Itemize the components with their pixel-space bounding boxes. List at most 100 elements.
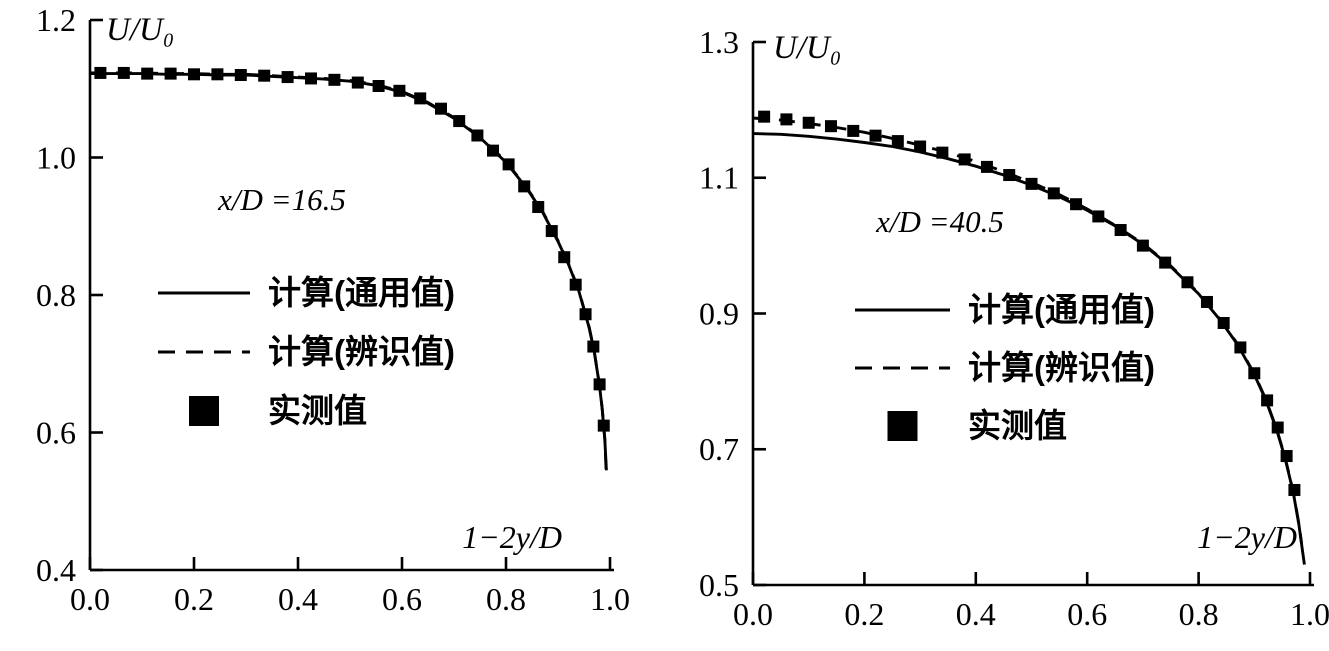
y-tick-label: 1.2 [36, 2, 76, 38]
measured-point-marker [569, 278, 582, 291]
x-tick-label: 0.0 [70, 581, 110, 617]
measured-point-marker [597, 419, 610, 432]
measured-point-marker [117, 66, 130, 79]
measured-point-marker [980, 160, 993, 173]
measured-point-marker [1114, 224, 1127, 237]
measured-point-marker [1070, 198, 1083, 211]
measured-point-marker [1248, 367, 1261, 380]
x-tick-label: 1.0 [1290, 596, 1329, 632]
measured-point-marker [869, 129, 882, 142]
measured-point-marker [824, 120, 837, 133]
y-tick-label: 0.7 [699, 431, 739, 467]
measured-point-marker [587, 340, 600, 353]
legend: 计算(通用值) 计算(辨识值) 实测值 [158, 274, 455, 429]
x-over-d-annotation: x/D =16.5 [217, 182, 346, 217]
measured-point-marker [258, 69, 271, 82]
measured-point-marker [1136, 239, 1149, 252]
measured-point-marker [1288, 483, 1301, 496]
chart-right-svg: 0.5 0.7 0.9 1.1 1.3 0.0 0.2 0.4 0.6 0.8 1.0 U/U₀ 1−2… [699, 24, 1329, 632]
x-tick-label: 0.6 [382, 581, 422, 617]
measured-point-marker [579, 308, 592, 321]
legend-square-marker-sample [189, 396, 219, 426]
y-tick-label: 0.6 [36, 414, 76, 450]
measured-point-marker [1025, 177, 1038, 190]
tick-labels: 0.4 0.6 0.8 1.0 1.2 0.0 0.2 0.4 0.6 0.8 1.0 [36, 2, 630, 617]
measured-point-marker [211, 68, 224, 81]
y-tick-label: 1.1 [699, 160, 739, 196]
x-tick-label: 0.8 [1179, 596, 1219, 632]
legend: 计算(通用值) 计算(辨识值) 实测值 [855, 291, 1155, 444]
measured-point-marker [780, 113, 793, 126]
x-axis-label: 1−2y/D [462, 519, 562, 555]
legend-label: 实测值 [968, 407, 1067, 444]
measured-point-marker [891, 135, 904, 148]
y-tick-label: 1.3 [699, 24, 739, 60]
x-tick-label: 0.0 [733, 596, 773, 632]
y-tick-label: 0.5 [699, 567, 739, 603]
measured-point-marker [471, 129, 484, 142]
velocity-profile-chart-right: 0.5 0.7 0.9 1.1 1.3 0.0 0.2 0.4 0.6 0.8 1.0 U/U₀ 1−2… [665, 0, 1329, 651]
identified-values-curve [90, 71, 608, 478]
measured-points [758, 110, 1301, 496]
measured-point-marker [593, 378, 606, 391]
measured-point-marker [518, 180, 531, 193]
measured-point-marker [453, 115, 466, 128]
measured-point-marker [1047, 187, 1060, 200]
y-axis-label: U/U₀ [773, 30, 841, 66]
x-tick-label: 0.2 [844, 596, 884, 632]
chart-left-svg: 0.4 0.6 0.8 1.0 1.2 0.0 0.2 0.4 0.6 0.8 1.0 U/U₀ 1−2… [36, 2, 630, 617]
measured-point-marker [328, 73, 341, 86]
measured-point-marker [802, 116, 815, 129]
y-tick-label: 0.8 [36, 277, 76, 313]
measured-point-marker [1092, 210, 1105, 223]
measured-point-marker [487, 144, 499, 157]
y-tick-label: 0.9 [699, 295, 739, 331]
measured-point-marker [558, 251, 571, 264]
measured-point-marker [1200, 295, 1213, 308]
x-tick-label: 1.0 [590, 581, 630, 617]
measured-point-marker [435, 102, 447, 115]
measured-point-marker [164, 67, 177, 80]
velocity-profile-chart-left: 0.4 0.6 0.8 1.0 1.2 0.0 0.2 0.4 0.6 0.8 1.0 U/U₀ 1−2… [36, 2, 630, 617]
measured-point-marker [1217, 317, 1230, 330]
measured-point-marker [958, 153, 971, 166]
measured-point-marker [94, 66, 107, 79]
y-axis-label: U/U₀ [106, 12, 174, 48]
measured-points [94, 66, 610, 432]
measured-point-marker [545, 225, 558, 238]
measured-point-marker [141, 67, 154, 80]
measured-point-marker [1181, 276, 1194, 289]
y-tick-label: 0.4 [36, 552, 76, 588]
measured-point-marker [758, 110, 771, 123]
measured-point-marker [351, 76, 364, 89]
x-tick-label: 0.6 [1067, 596, 1107, 632]
x-over-d-annotation: x/D =40.5 [875, 204, 1004, 239]
measured-point-marker [1234, 341, 1247, 354]
axes [751, 40, 1314, 587]
measured-point-marker [1159, 256, 1172, 269]
measured-point-marker [372, 80, 385, 92]
measured-point-marker [188, 68, 200, 81]
legend-label: 计算(辨识值) [968, 349, 1155, 386]
measured-point-marker [414, 92, 427, 105]
legend-label: 计算(通用值) [268, 274, 455, 311]
legend-square-marker-sample [887, 411, 918, 441]
measured-point-marker [914, 140, 927, 153]
measured-point-marker [393, 84, 406, 97]
x-axis-label: 1−2y/D [1197, 519, 1297, 555]
measured-point-marker [281, 71, 294, 84]
measured-point-marker [936, 146, 949, 159]
tick-labels: 0.5 0.7 0.9 1.1 1.3 0.0 0.2 0.4 0.6 0.8 1.0 [699, 24, 1329, 632]
measured-point-marker [532, 201, 545, 213]
x-tick-label: 0.2 [174, 581, 214, 617]
measured-point-marker [1280, 450, 1293, 463]
x-tick-label: 0.4 [278, 581, 318, 617]
measured-point-marker [847, 124, 860, 137]
measured-point-marker [1271, 421, 1284, 434]
legend-label: 实测值 [268, 392, 367, 429]
axes [88, 18, 614, 572]
measured-point-marker [305, 72, 317, 85]
x-tick-label: 0.4 [956, 596, 996, 632]
y-tick-label: 1.0 [36, 139, 76, 175]
